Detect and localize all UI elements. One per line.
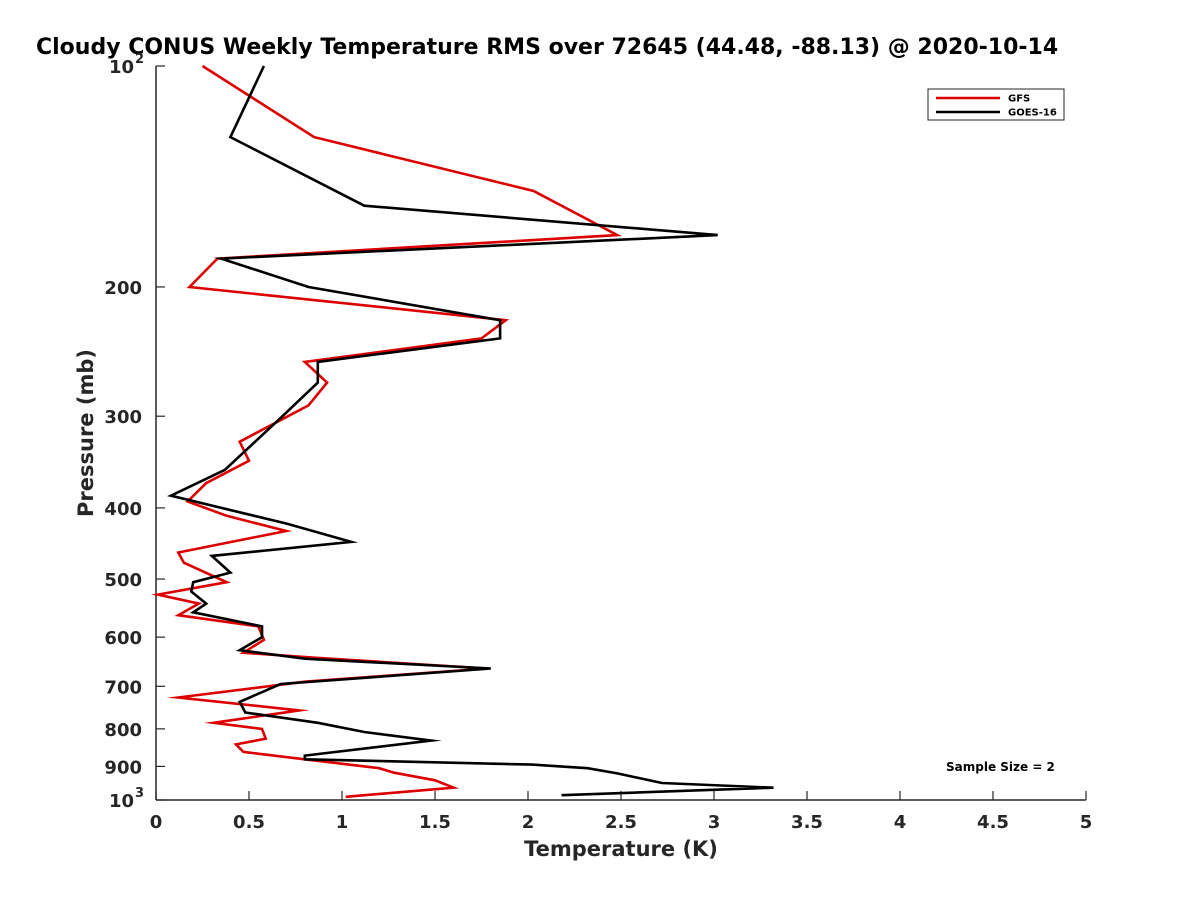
x-tick-label: 0.5 (233, 812, 265, 833)
x-tick-label: 2 (522, 812, 535, 833)
y-axis-label: Pressure (mb) (74, 349, 98, 517)
x-tick-label: 3 (708, 812, 721, 833)
x-axis-ticks: 0 0.5 1 1.5 2 2.5 3 3.5 4 4.5 5 (150, 791, 1093, 833)
series-group (151, 64, 774, 799)
y-tick-exponent: 3 (135, 786, 144, 801)
y-tick-label: 500 (104, 570, 142, 591)
legend-label: GOES-16 (1008, 108, 1057, 119)
x-axis-label: Temperature (K) (524, 837, 718, 861)
x-tick-label: 3.5 (791, 812, 823, 833)
x-tick-label: 1.5 (419, 812, 451, 833)
legend: GFS GOES-16 (927, 88, 1065, 121)
x-tick-label: 2.5 (605, 812, 637, 833)
y-tick-label: 400 (104, 499, 142, 520)
sample-size-annotation: Sample Size = 2 (946, 760, 1055, 774)
y-tick-label: 600 (104, 628, 142, 649)
legend-label: GFS (1008, 94, 1030, 105)
series-line-gfs (151, 64, 623, 799)
y-tick-label: 10 (109, 57, 134, 78)
x-tick-label: 4.5 (977, 812, 1009, 833)
x-tick-label: 1 (336, 812, 349, 833)
plot-area (155, 66, 1086, 801)
chart-title: Cloudy CONUS Weekly Temperature RMS over… (36, 35, 1058, 60)
x-tick-label: 5 (1080, 812, 1093, 833)
x-tick-label: 4 (894, 812, 907, 833)
y-tick-label: 10 (109, 791, 134, 812)
legend-box (927, 88, 1065, 121)
x-tick-label: 0 (150, 812, 163, 833)
y-tick-label: 800 (104, 720, 142, 741)
y-tick-label: 700 (104, 677, 142, 698)
series-line-goes-16 (167, 65, 774, 797)
y-tick-exponent: 2 (135, 52, 144, 67)
y-tick-label: 900 (104, 757, 142, 778)
y-tick-label: 300 (104, 407, 142, 428)
y-tick-label: 200 (104, 278, 142, 299)
